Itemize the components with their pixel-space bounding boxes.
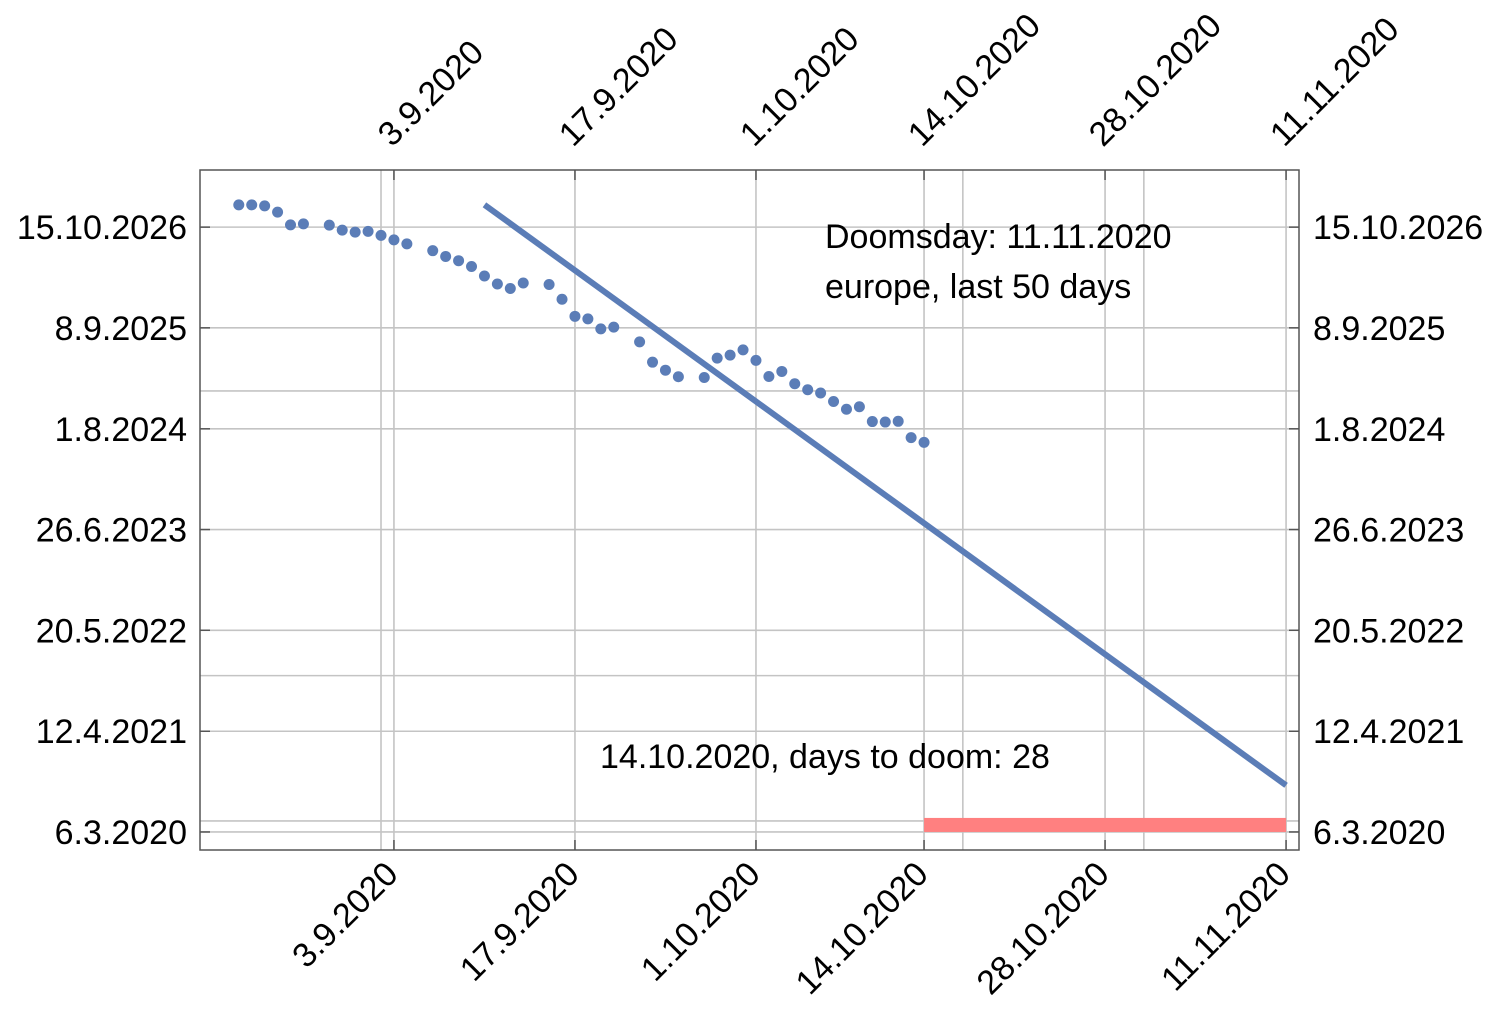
- doom-bar: [924, 817, 1287, 832]
- y-tick-label-right: 8.9.2025: [1313, 310, 1445, 348]
- data-point: [297, 218, 309, 230]
- data-point: [918, 436, 930, 448]
- x-tick-label-bottom: 3.9.2020: [285, 855, 405, 975]
- data-point: [543, 279, 555, 291]
- data-point: [491, 278, 503, 290]
- trend-line: [482, 202, 1288, 788]
- region-label: europe, last 50 days: [825, 268, 1131, 306]
- grid-lines: [200, 170, 1299, 850]
- data-point: [466, 260, 478, 272]
- tick-labels: 3.9.2020 3.9.2020 17.9.2020 17.9.2020 1.10.2…: [17, 6, 1483, 1002]
- data-point: [362, 225, 374, 237]
- y-tick-label-right: 1.8.2024: [1313, 411, 1445, 449]
- data-point: [647, 356, 659, 368]
- plot-data: [233, 199, 1288, 832]
- data-point: [375, 229, 387, 241]
- data-point: [504, 283, 516, 295]
- data-points: [233, 199, 930, 448]
- y-tick-label-left: 6.3.2020: [55, 814, 187, 852]
- data-point: [634, 336, 646, 348]
- x-tick-label-bottom: 28.10.2020: [970, 855, 1117, 1002]
- x-tick-label-top: 14.10.2020: [901, 6, 1048, 153]
- data-point: [815, 387, 827, 399]
- data-point: [905, 432, 917, 444]
- data-point: [737, 344, 749, 356]
- y-tick-label-right: 12.4.2021: [1313, 713, 1464, 751]
- x-tick-label-top: 17.9.2020: [552, 20, 686, 154]
- data-point: [285, 219, 297, 231]
- data-point: [427, 245, 439, 257]
- data-point: [401, 238, 413, 250]
- y-tick-label-left: 12.4.2021: [36, 713, 187, 751]
- y-tick-label-right: 6.3.2020: [1313, 814, 1445, 852]
- data-point: [388, 234, 400, 246]
- y-tick-label-left: 15.10.2026: [17, 209, 187, 247]
- y-tick-label-left: 26.6.2023: [36, 512, 187, 550]
- data-point: [879, 416, 891, 428]
- data-point: [659, 364, 671, 376]
- data-point: [802, 384, 814, 396]
- x-tick-label-top: 11.11.2020: [1263, 10, 1407, 154]
- data-point: [440, 250, 452, 262]
- data-point: [556, 293, 568, 305]
- days-to-doom-label: 14.10.2020, days to doom: 28: [600, 738, 1050, 776]
- doomsday-label: Doomsday: 11.11.2020: [825, 218, 1172, 256]
- data-point: [672, 371, 684, 383]
- data-point: [789, 378, 801, 390]
- x-tick-label-bottom: 17.9.2020: [453, 855, 587, 989]
- data-point: [711, 352, 723, 364]
- x-tick-label-top: 1.10.2020: [733, 20, 867, 154]
- y-tick-label-left: 20.5.2022: [36, 612, 187, 650]
- data-point: [698, 371, 710, 383]
- data-point: [233, 199, 245, 211]
- data-point: [866, 416, 878, 428]
- data-point: [272, 206, 284, 218]
- plot-frame: [199, 169, 1300, 851]
- data-point: [349, 226, 361, 238]
- data-point: [582, 313, 594, 325]
- data-point: [853, 401, 865, 413]
- data-point: [246, 199, 258, 211]
- x-tick-label-top: 28.10.2020: [1082, 6, 1229, 153]
- data-point: [323, 219, 335, 231]
- data-point: [840, 403, 852, 415]
- x-tick-label-bottom: 11.11.2020: [1154, 855, 1298, 999]
- y-tick-label-right: 20.5.2022: [1313, 612, 1464, 650]
- data-point: [595, 323, 607, 335]
- data-point: [776, 365, 788, 377]
- y-tick-label-right: 15.10.2026: [1313, 209, 1483, 247]
- data-point: [608, 321, 620, 333]
- data-point: [259, 200, 271, 212]
- y-tick-label-right: 26.6.2023: [1313, 512, 1464, 550]
- x-tick-label-bottom: 14.10.2020: [789, 855, 936, 1002]
- data-point: [569, 310, 581, 322]
- data-point: [828, 396, 840, 408]
- data-point: [750, 354, 762, 366]
- data-point: [763, 370, 775, 382]
- axis-ticks: [200, 170, 1299, 850]
- data-point: [724, 349, 736, 361]
- data-point: [453, 255, 465, 267]
- x-tick-label-bottom: 1.10.2020: [634, 855, 768, 989]
- data-point: [892, 415, 904, 427]
- data-point: [478, 270, 490, 282]
- y-tick-label-left: 1.8.2024: [55, 411, 187, 449]
- data-point: [336, 224, 348, 236]
- data-point: [517, 277, 529, 289]
- y-tick-label-left: 8.9.2025: [55, 310, 187, 348]
- x-tick-label-top: 3.9.2020: [371, 33, 491, 153]
